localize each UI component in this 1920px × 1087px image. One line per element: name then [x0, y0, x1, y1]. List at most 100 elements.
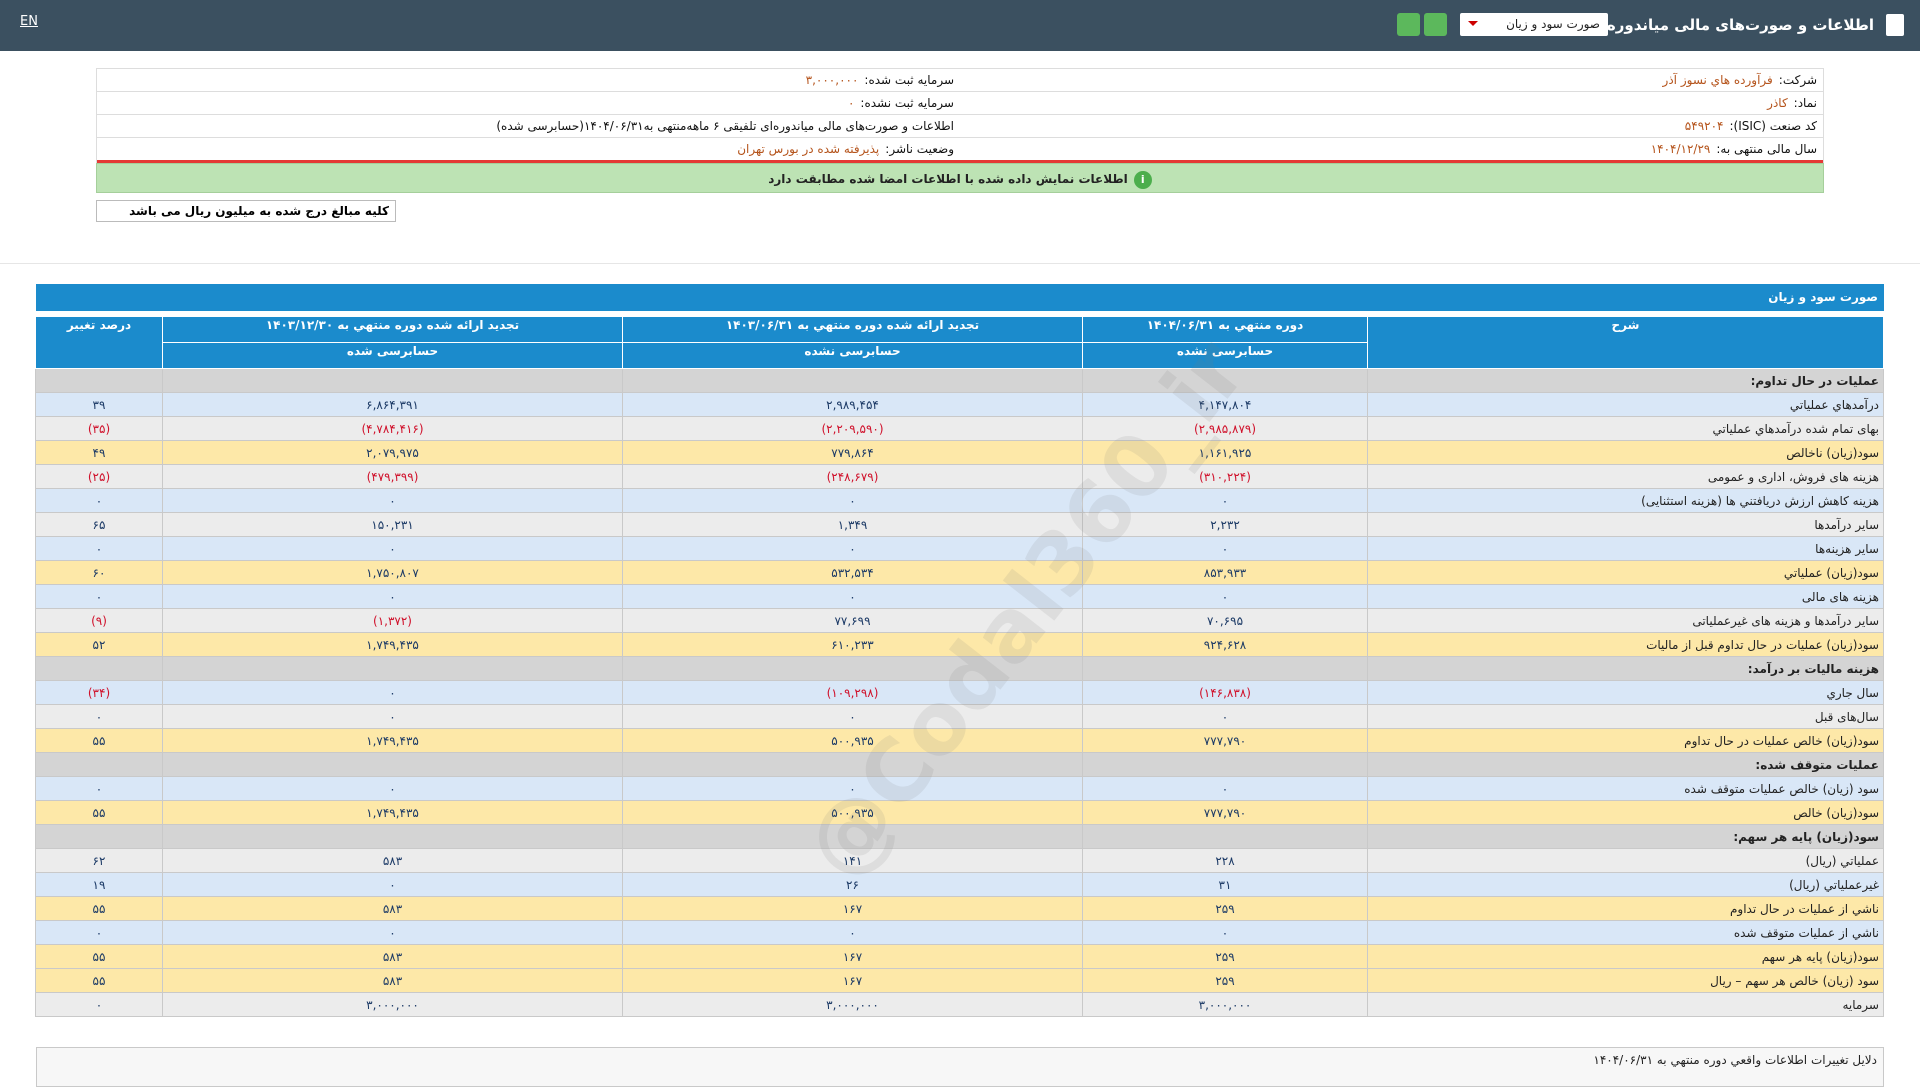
empty-cell [1082, 752, 1368, 777]
data-row: درآمدهاي عملياتي ۴,۱۴۷,۸۰۴ ۲,۹۸۹,۴۵۴ ۶,۸۶۴,… [35, 392, 1884, 417]
cell-value: ۷۰,۶۹۵ [1082, 608, 1368, 633]
cell-value: (۱۴۶,۸۳۸) [1082, 680, 1368, 705]
empty-cell [162, 824, 623, 849]
cell-value: ۵۸۳ [162, 848, 623, 873]
data-row: سرمایه ۳,۰۰۰,۰۰۰ ۳,۰۰۰,۰۰۰ ۳,۰۰۰,۰۰۰ ۰ [35, 992, 1884, 1017]
cell-value: ۲,۹۸۹,۴۵۴ [622, 392, 1083, 417]
row-label: سود (زیان) خالص عملیات متوقف شده [1367, 776, 1884, 801]
cell-value: ۵۵ [35, 728, 163, 753]
cell-value: ۷۷۷,۷۹۰ [1082, 800, 1368, 825]
notice: i اطلاعات نمایش داده شده با اطلاعات امضا … [96, 163, 1824, 193]
cell-value: ۱,۷۴۹,۴۳۵ [162, 800, 623, 825]
report-select[interactable]: صورت سود و زیان [1460, 13, 1608, 36]
empty-cell [622, 752, 1083, 777]
info-label: شرکت: [1778, 73, 1817, 87]
column-status: حسابرسی نشده [622, 342, 1083, 369]
cell-value: ۳۱ [1082, 872, 1368, 897]
report-icon [1886, 14, 1904, 36]
column-title: درصد تغییر [35, 316, 163, 369]
statement: شرح دوره منتهي به ۱۴۰۴/۰۶/۳۱ تجدید ارائه ش… [35, 316, 1884, 1017]
empty-cell [35, 752, 163, 777]
cell-value: (۲,۲۰۹,۵۹۰) [622, 416, 1083, 441]
cell-value: ۰ [1082, 920, 1368, 945]
info-value: پذیرفته شده در بورس تهران [737, 142, 880, 156]
info-value: ۰ [847, 96, 855, 110]
cell-value: ۰ [162, 536, 623, 561]
row-label: سود(زیان) عملیات در حال تداوم قبل از مال… [1367, 632, 1884, 657]
cell-value: ۵۸۳ [162, 968, 623, 993]
cell-value: ۱۹ [35, 872, 163, 897]
cell-value: ۰ [622, 536, 1083, 561]
cell-value: ۱۶۷ [622, 968, 1083, 993]
info-row: کد صنعت (ISIC): ۵۴۹۲۰۴ اطلاعات و صورت‌های … [97, 114, 1823, 138]
top-bar: اطلاعات و صورت‌های مالی میاندوره‌ای تلفی… [0, 0, 1920, 51]
info-value: ۵۴۹۲۰۴ [1684, 119, 1724, 133]
empty-cell [162, 752, 623, 777]
cell-value: ۰ [622, 776, 1083, 801]
cell-value: ۰ [35, 536, 163, 561]
cell-value: (۲۵) [35, 464, 163, 489]
info-label: نماد: [1793, 96, 1817, 110]
data-row: سود (زیان) خالص هر سهم – ریال ۲۵۹ ۱۶۷ ۵۸۳ ۵۵ [35, 968, 1884, 993]
cell-value: (۳۵) [35, 416, 163, 441]
empty-cell [1082, 824, 1368, 849]
next-button[interactable] [1424, 13, 1447, 36]
cell-value: ۸۵۳,۹۳۳ [1082, 560, 1368, 585]
cell-value: ۰ [35, 488, 163, 513]
cell-value: ۲۲۸ [1082, 848, 1368, 873]
section-row: سود(زیان) پایه هر سهم: [35, 824, 1884, 849]
empty-cell [35, 368, 163, 393]
cell-value: ۲۵۹ [1082, 944, 1368, 969]
row-label: سود(زیان) عملیاتي [1367, 560, 1884, 585]
language-link[interactable]: EN [20, 14, 38, 29]
cell-value: ۰ [162, 488, 623, 513]
info-value: اطلاعات و صورت‌های مالی میاندوره‌ای تلفی… [496, 119, 954, 133]
cell-value: ۴,۱۴۷,۸۰۴ [1082, 392, 1368, 417]
data-row: سود (زیان) خالص عملیات متوقف شده ۰ ۰ ۰ ۰ [35, 776, 1884, 801]
cell-value: ۰ [162, 704, 623, 729]
info-label: سرمایه ثبت نشده: [860, 96, 954, 110]
cell-value: ۵۵ [35, 968, 163, 993]
cell-value: ۳۹ [35, 392, 163, 417]
separator [0, 263, 1920, 264]
cell-value: (۴۷۹,۳۹۹) [162, 464, 623, 489]
data-row: سایر درآمدها ۲,۲۳۲ ۱,۳۴۹ ۱۵۰,۲۳۱ ۶۵ [35, 512, 1884, 537]
info-icon: i [1133, 170, 1152, 189]
row-label: ناشي از عملیات متوقف شده [1367, 920, 1884, 945]
section-row: هزینه مالیات بر درآمد: [35, 656, 1884, 681]
section-label: هزینه مالیات بر درآمد: [1367, 656, 1884, 681]
data-row: سود(زیان) عملیاتي ۸۵۳,۹۳۳ ۵۳۲,۵۳۴ ۱,۷۵۰,۸۰۷… [35, 560, 1884, 585]
cell-value: ۵۵ [35, 944, 163, 969]
cell-value: ۰ [162, 584, 623, 609]
header-row: شرح دوره منتهي به ۱۴۰۴/۰۶/۳۱ تجدید ارائه ش… [35, 316, 1884, 369]
cell-value: ۶۱۰,۲۳۳ [622, 632, 1083, 657]
info-label: سال مالی منتهی به: [1716, 142, 1817, 156]
row-label: سود(زیان) ناخالص [1367, 440, 1884, 465]
cell-value: ۴۹ [35, 440, 163, 465]
statement-head: شرح دوره منتهي به ۱۴۰۴/۰۶/۳۱ تجدید ارائه ش… [35, 316, 1884, 369]
cell-value: ۰ [162, 776, 623, 801]
company-info: شرکت: فرآورده هاي نسوز آذر سرمایه ثبت شده:… [96, 68, 1824, 164]
cell-value: (۳۱۰,۲۲۴) [1082, 464, 1368, 489]
row-label: سایر درآمدها و هزینه های غیرعملیاتی [1367, 608, 1884, 633]
data-row: سود(زیان) پایه هر سهم ۲۵۹ ۱۶۷ ۵۸۳ ۵۵ [35, 944, 1884, 969]
row-label: سود(زیان) پایه هر سهم [1367, 944, 1884, 969]
cell-value: ۶۵ [35, 512, 163, 537]
cell-value: ۰ [622, 704, 1083, 729]
prev-button[interactable] [1397, 13, 1420, 36]
cell-value: ۵۰۰,۹۳۵ [622, 800, 1083, 825]
cell-value: ۰ [162, 872, 623, 897]
cell-value: ۳,۰۰۰,۰۰۰ [622, 992, 1083, 1017]
changes-note: دلایل تغییرات اطلاعات واقعي دوره منتهي ب… [36, 1047, 1884, 1087]
empty-cell [162, 656, 623, 681]
cell-value: ۰ [35, 776, 163, 801]
info-cell: اطلاعات و صورت‌های مالی میاندوره‌ای تلفی… [97, 114, 960, 138]
data-row: هزینه های مالی ۰ ۰ ۰ ۰ [35, 584, 1884, 609]
section-title: صورت سود و زیان [36, 284, 1884, 311]
cell-value: ۶۰ [35, 560, 163, 585]
row-label: غیرعملیاتي (ريال) [1367, 872, 1884, 897]
data-row: سود(زیان) خالص ۷۷۷,۷۹۰ ۵۰۰,۹۳۵ ۱,۷۴۹,۴۳۵ ۵۵ [35, 800, 1884, 825]
cell-value: ۰ [1082, 776, 1368, 801]
info-row: سال مالی منتهی به: ۱۴۰۴/۱۲/۲۹ وضعیت ناشر: پ… [97, 137, 1823, 163]
